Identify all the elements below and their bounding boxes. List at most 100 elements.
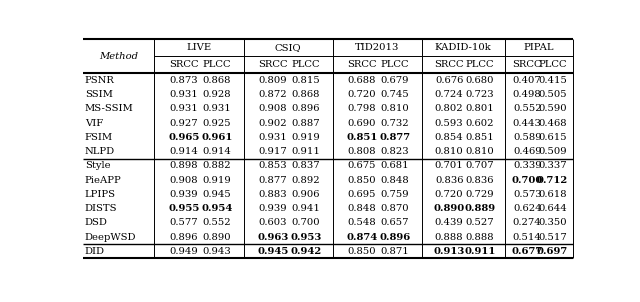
Text: 0.615: 0.615: [538, 133, 567, 142]
Text: 0.443: 0.443: [513, 119, 541, 127]
Text: 0.908: 0.908: [170, 175, 198, 185]
Text: 0.898: 0.898: [170, 161, 198, 170]
Text: KADID-10k: KADID-10k: [435, 43, 492, 52]
Text: 0.439: 0.439: [435, 218, 463, 227]
Text: 0.676: 0.676: [435, 76, 463, 85]
Text: 0.720: 0.720: [435, 190, 463, 199]
Text: 0.700: 0.700: [511, 175, 543, 185]
Text: 0.729: 0.729: [465, 190, 494, 199]
Text: 0.759: 0.759: [381, 190, 410, 199]
Text: 0.939: 0.939: [170, 190, 198, 199]
Text: PLCC: PLCC: [381, 60, 410, 69]
Text: DeepWSD: DeepWSD: [84, 233, 136, 242]
Text: 0.697: 0.697: [537, 247, 568, 256]
Text: 0.965: 0.965: [168, 133, 200, 142]
Text: 0.868: 0.868: [202, 76, 231, 85]
Text: 0.337: 0.337: [538, 161, 567, 170]
Text: LPIPS: LPIPS: [84, 190, 116, 199]
Text: 0.657: 0.657: [381, 218, 410, 227]
Text: 0.888: 0.888: [435, 233, 463, 242]
Text: 0.810: 0.810: [381, 104, 410, 113]
Text: 0.695: 0.695: [348, 190, 376, 199]
Text: DID: DID: [84, 247, 105, 256]
Text: 0.624: 0.624: [513, 204, 541, 213]
Text: 0.854: 0.854: [435, 133, 463, 142]
Text: 0.350: 0.350: [538, 218, 567, 227]
Text: 0.925: 0.925: [202, 119, 231, 127]
Text: 0.552: 0.552: [513, 104, 541, 113]
Text: 0.914: 0.914: [202, 147, 231, 156]
Text: 0.874: 0.874: [346, 233, 378, 242]
Text: 0.928: 0.928: [202, 90, 231, 99]
Text: 0.836: 0.836: [465, 175, 494, 185]
Text: 0.407: 0.407: [513, 76, 541, 85]
Text: 0.908: 0.908: [259, 104, 287, 113]
Text: 0.883: 0.883: [259, 190, 287, 199]
Text: 0.707: 0.707: [465, 161, 494, 170]
Text: PLCC: PLCC: [202, 60, 231, 69]
Text: VIF: VIF: [84, 119, 103, 127]
Text: SRCC: SRCC: [513, 60, 542, 69]
Text: 0.896: 0.896: [292, 104, 320, 113]
Text: 0.941: 0.941: [291, 204, 321, 213]
Text: 0.810: 0.810: [435, 147, 463, 156]
Text: 0.961: 0.961: [201, 133, 232, 142]
Text: NLPD: NLPD: [84, 147, 115, 156]
Text: 0.848: 0.848: [381, 175, 410, 185]
Text: 0.919: 0.919: [292, 133, 320, 142]
Text: 0.853: 0.853: [259, 161, 287, 170]
Text: 0.890: 0.890: [433, 204, 465, 213]
Text: 0.498: 0.498: [513, 90, 541, 99]
Text: SRCC: SRCC: [348, 60, 377, 69]
Text: 0.618: 0.618: [538, 190, 567, 199]
Text: 0.931: 0.931: [202, 104, 231, 113]
Text: 0.679: 0.679: [381, 76, 410, 85]
Text: 0.914: 0.914: [170, 147, 198, 156]
Text: 0.810: 0.810: [465, 147, 494, 156]
Text: DSD: DSD: [84, 218, 108, 227]
Text: 0.468: 0.468: [538, 119, 567, 127]
Text: 0.802: 0.802: [435, 104, 463, 113]
Text: 0.927: 0.927: [170, 119, 198, 127]
Text: 0.911: 0.911: [464, 247, 495, 256]
Text: 0.963: 0.963: [257, 233, 289, 242]
Text: 0.680: 0.680: [465, 76, 494, 85]
Text: 0.723: 0.723: [465, 90, 494, 99]
Text: 0.949: 0.949: [170, 247, 198, 256]
Text: 0.837: 0.837: [292, 161, 320, 170]
Text: 0.851: 0.851: [346, 133, 378, 142]
Text: 0.552: 0.552: [202, 218, 231, 227]
Text: 0.688: 0.688: [348, 76, 376, 85]
Text: 0.873: 0.873: [170, 76, 198, 85]
Text: 0.877: 0.877: [259, 175, 287, 185]
Text: 0.850: 0.850: [348, 175, 376, 185]
Text: 0.911: 0.911: [291, 147, 321, 156]
Text: 0.469: 0.469: [513, 147, 541, 156]
Text: 0.943: 0.943: [202, 247, 231, 256]
Text: SRCC: SRCC: [435, 60, 464, 69]
Text: 0.809: 0.809: [259, 76, 287, 85]
Text: 0.889: 0.889: [464, 204, 495, 213]
Text: 0.931: 0.931: [170, 104, 198, 113]
Text: PLCC: PLCC: [465, 60, 494, 69]
Text: PSNR: PSNR: [84, 76, 115, 85]
Text: Style: Style: [84, 161, 110, 170]
Text: 0.339: 0.339: [513, 161, 541, 170]
Text: 0.577: 0.577: [170, 218, 198, 227]
Text: 0.701: 0.701: [435, 161, 463, 170]
Text: 0.415: 0.415: [538, 76, 567, 85]
Text: 0.509: 0.509: [538, 147, 567, 156]
Text: 0.514: 0.514: [513, 233, 541, 242]
Text: SRCC: SRCC: [258, 60, 288, 69]
Text: 0.882: 0.882: [202, 161, 231, 170]
Text: 0.870: 0.870: [381, 204, 410, 213]
Text: 0.602: 0.602: [465, 119, 494, 127]
Text: 0.931: 0.931: [170, 90, 198, 99]
Text: 0.573: 0.573: [513, 190, 541, 199]
Text: 0.953: 0.953: [290, 233, 322, 242]
Text: 0.712: 0.712: [537, 175, 568, 185]
Text: FSIM: FSIM: [84, 133, 113, 142]
Text: 0.593: 0.593: [435, 119, 463, 127]
Text: PLCC: PLCC: [292, 60, 320, 69]
Text: 0.906: 0.906: [292, 190, 320, 199]
